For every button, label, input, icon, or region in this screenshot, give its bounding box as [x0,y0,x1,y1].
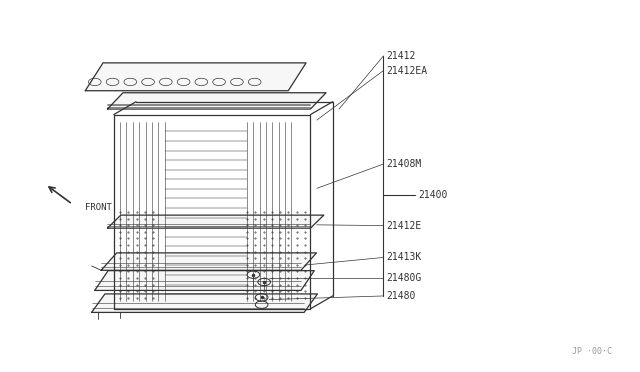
Polygon shape [101,253,317,270]
Text: 21400: 21400 [419,190,448,200]
Text: 21480G: 21480G [387,273,422,283]
Text: JP ·00·C: JP ·00·C [572,347,612,356]
Polygon shape [108,215,324,228]
Polygon shape [85,63,306,91]
Polygon shape [92,294,317,312]
Polygon shape [95,271,314,291]
Text: 21412: 21412 [387,51,416,61]
Text: 21412EA: 21412EA [387,65,428,76]
Text: 21408M: 21408M [387,159,422,169]
Text: 21412E: 21412E [387,221,422,231]
Text: 21413K: 21413K [387,253,422,263]
Text: FRONT: FRONT [85,203,112,212]
Text: 21480: 21480 [387,291,416,301]
Polygon shape [108,93,326,109]
